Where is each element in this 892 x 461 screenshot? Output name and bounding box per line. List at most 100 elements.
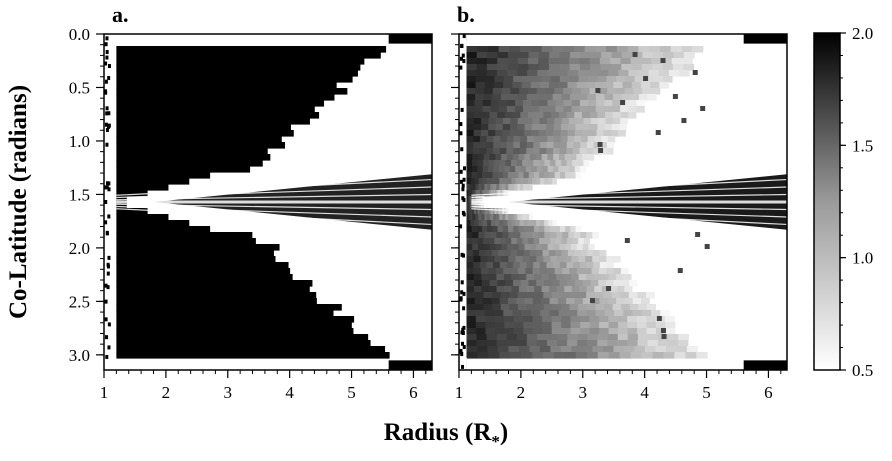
heatmap-b-cell	[580, 327, 591, 335]
heatmap-b-spot	[624, 237, 630, 243]
heatmap-b-cell	[466, 345, 478, 353]
heatmap-b-cell	[474, 111, 483, 119]
heatmap-b-cell	[563, 87, 573, 95]
heatmap-b-cell	[572, 147, 581, 155]
heatmap-b-cell	[533, 135, 542, 143]
heatmap-b-cell	[472, 237, 479, 245]
heatmap-b-cell	[466, 129, 475, 137]
surface-noise-b	[462, 325, 466, 330]
heatmap-b-cell	[589, 315, 600, 323]
heatmap-b-cell	[640, 297, 650, 305]
heatmap-b-cell	[477, 189, 481, 197]
heatmap-a-row	[116, 243, 280, 251]
heatmap-b-cell	[478, 213, 482, 221]
heatmap-b-cell	[554, 267, 563, 275]
heatmap-b-cell	[520, 213, 524, 221]
heatmap-b-cell	[558, 153, 566, 161]
heatmap-b-cell	[477, 237, 484, 245]
heatmap-b-cell	[555, 105, 564, 113]
heatmap-b-cell	[466, 75, 477, 83]
surface-noise-b	[459, 297, 463, 302]
heatmap-a-row	[116, 279, 313, 287]
heatmap-b-cell	[536, 339, 548, 347]
heatmap-b-cell	[571, 105, 581, 113]
heatmap-b-cell	[617, 315, 628, 323]
heatmap-b-cell	[517, 303, 528, 311]
heatmap-b-cell	[547, 135, 555, 143]
heatmap-b-cell	[628, 105, 637, 113]
heatmap-b-cell	[532, 267, 541, 275]
heatmap-b-cell	[653, 75, 664, 83]
heatmap-a-row	[116, 249, 274, 257]
x-tick-label-a: 1	[100, 383, 109, 402]
heatmap-b-cell	[483, 153, 491, 161]
heatmap-b-cell	[520, 165, 527, 173]
panel-label-b: b.	[457, 2, 475, 27]
heatmap-b-cell	[642, 51, 654, 59]
heatmap-b-cell	[598, 279, 607, 287]
heatmap-b-cell	[516, 237, 523, 245]
heatmap-b-cell	[550, 255, 558, 263]
heatmap-b-cell	[541, 243, 549, 251]
heatmap-b-cell	[621, 63, 633, 71]
heatmap-b-cell	[506, 147, 514, 155]
heatmap-b-cell	[479, 147, 487, 155]
heatmap-b-cell	[493, 165, 500, 173]
heatmap-b-cell	[466, 207, 469, 215]
heatmap-b-cell	[525, 267, 534, 275]
heatmap-b-cell	[470, 219, 476, 227]
heatmap-b-cell	[520, 279, 529, 287]
heatmap-b-cell	[488, 285, 498, 293]
heatmap-b-spot	[632, 51, 638, 57]
heatmap-b-cell	[616, 297, 625, 305]
heatmap-b-cell	[509, 165, 516, 173]
heatmap-b-cell	[561, 321, 572, 329]
heatmap-b-cell	[535, 303, 545, 311]
heatmap-b-cell	[519, 147, 527, 155]
heatmap-b-cell	[494, 255, 502, 263]
heatmap-b-cell	[466, 321, 477, 329]
heatmap-b-cell	[477, 159, 484, 167]
heatmap-b-cell	[630, 351, 643, 359]
heatmap-b-cell	[549, 225, 556, 233]
heatmap-b-cell	[586, 261, 594, 269]
heatmap-b-cell	[585, 255, 593, 263]
heatmap-b-spot	[672, 93, 678, 99]
heatmap-b-cell	[467, 201, 469, 209]
heatmap-b-cell	[475, 303, 485, 311]
surface-noise-b	[460, 290, 464, 295]
heatmap-b-cell	[488, 237, 495, 245]
heatmap-a-row	[116, 213, 169, 221]
heatmap-b-cell	[471, 171, 478, 179]
heatmap-b-spot	[655, 129, 661, 135]
heatmap-b-cell	[577, 333, 589, 341]
heatmap-b-cell	[564, 255, 572, 263]
heatmap-b-cell	[597, 339, 608, 347]
heatmap-a-row	[116, 51, 381, 59]
heatmap-b-cell	[517, 291, 527, 299]
surface-noise-a	[105, 142, 109, 147]
heatmap-b-cell	[549, 297, 559, 305]
heatmap-b-cell	[582, 123, 591, 131]
heatmap-b-cell	[582, 243, 589, 251]
heatmap-b-cell	[616, 273, 625, 281]
heatmap-b-cell	[478, 183, 482, 191]
heatmap-b-cell	[466, 189, 469, 197]
heatmap-b-cell	[466, 309, 477, 317]
heatmap-b-cell	[590, 117, 599, 125]
heatmap-b-cell	[588, 243, 595, 251]
heatmap-a-row	[116, 129, 294, 137]
heatmap-b-cell	[536, 243, 543, 251]
colorbar-ticks: 0.5 1.0 1.5 2.0	[840, 24, 873, 380]
heatmap-b-cell	[514, 183, 518, 191]
heatmap-b-cell	[476, 339, 488, 347]
heatmap-b-cell	[528, 171, 535, 179]
surface-noise-a	[107, 214, 111, 219]
heatmap-b-cell	[466, 105, 476, 113]
heatmap-b-cell	[526, 141, 534, 149]
heatmap-b-cell	[466, 153, 473, 161]
heatmap-b-cell	[569, 303, 579, 311]
heatmap-b-cell	[559, 75, 570, 83]
stellar-surface-a	[104, 34, 112, 370]
heatmap-b-cell	[526, 261, 534, 269]
